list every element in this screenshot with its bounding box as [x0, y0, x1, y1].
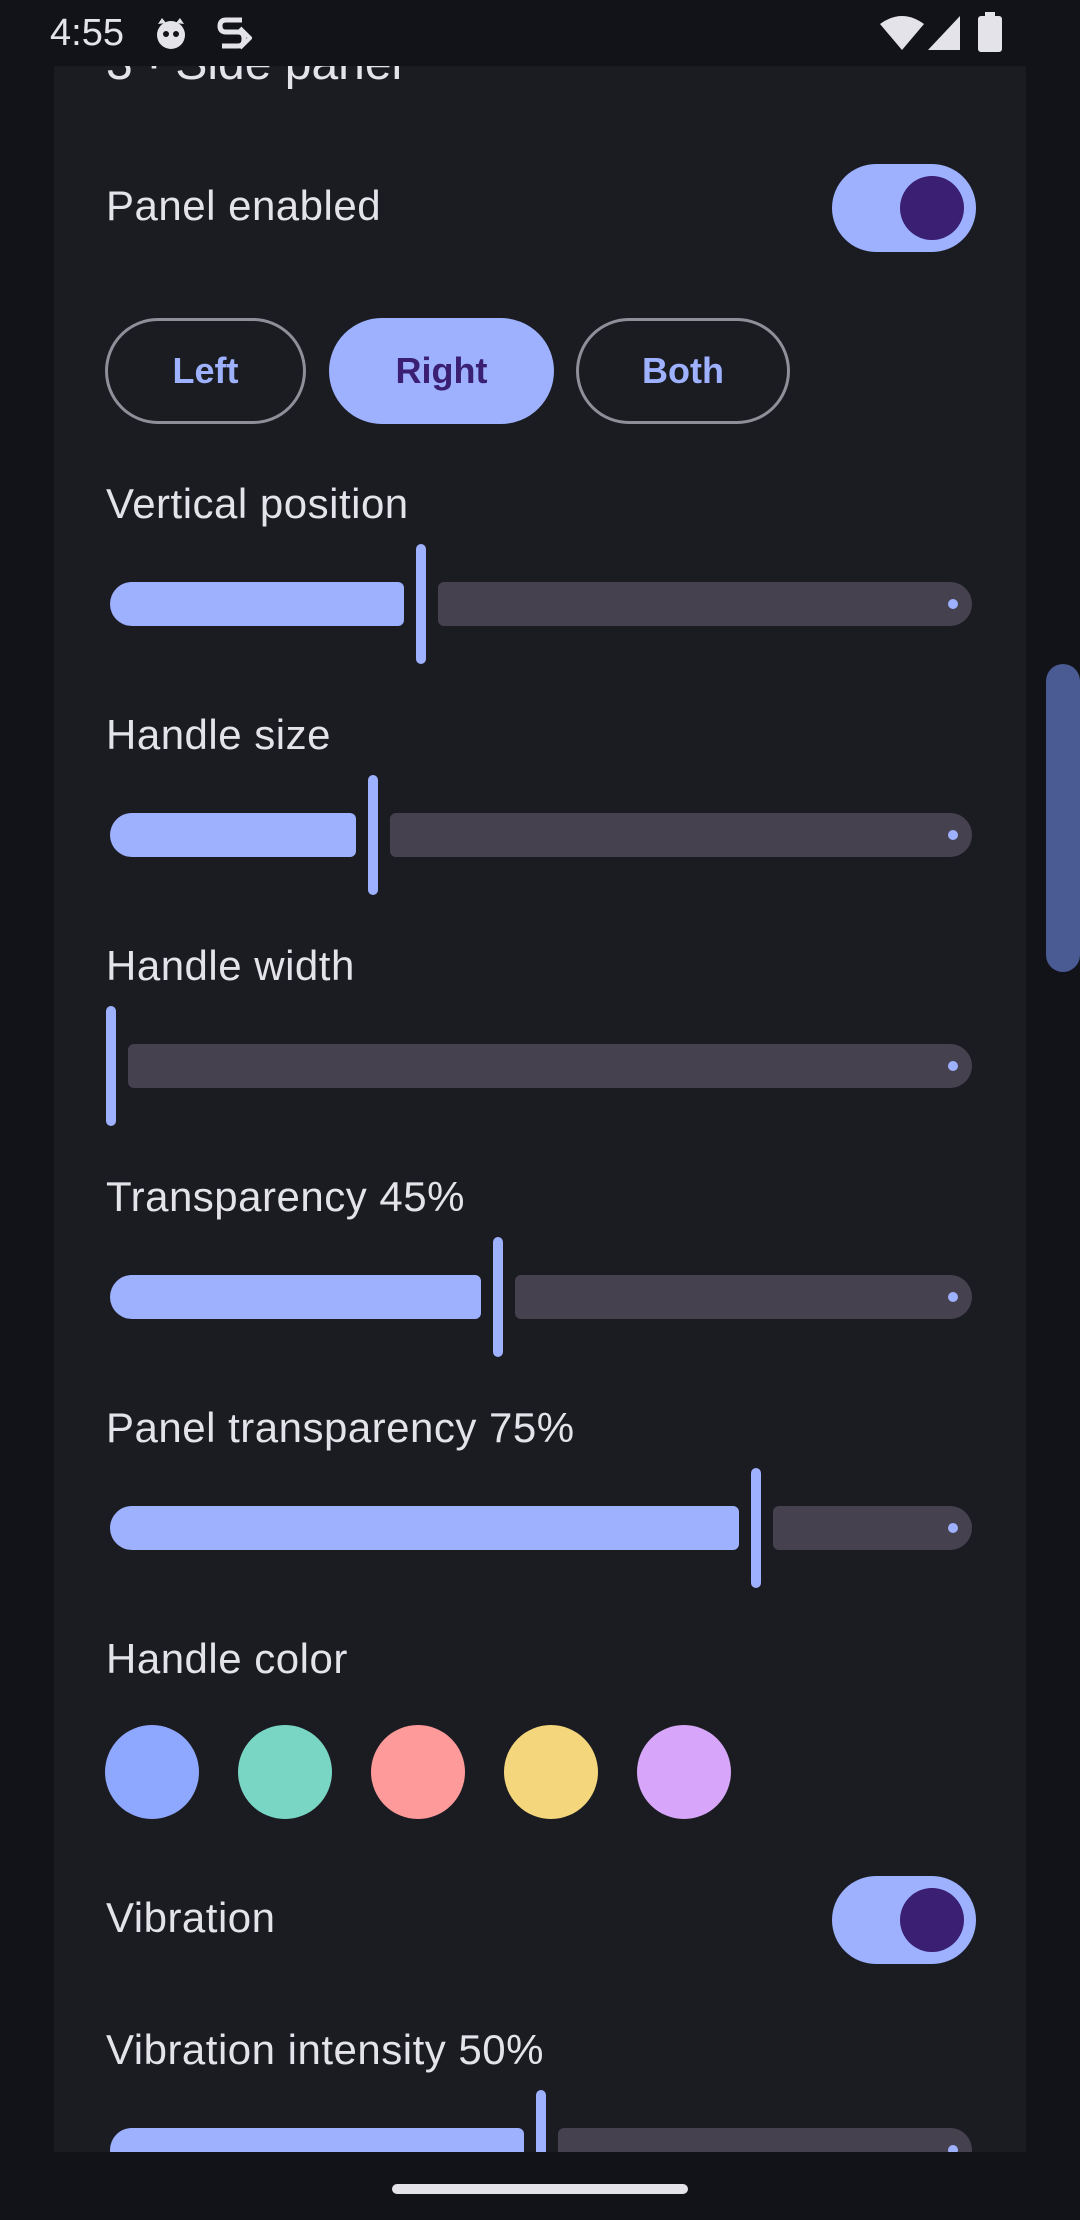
status-time: 4:55	[50, 12, 124, 54]
vertical-position-label: Vertical position	[106, 480, 409, 527]
color-swatch-pink[interactable]	[371, 1725, 465, 1819]
chip-both-label: Both	[642, 350, 724, 391]
slider-stop-indicator	[948, 599, 958, 609]
switch-thumb	[900, 1888, 964, 1952]
section-title: 3 · Side panel	[106, 66, 402, 91]
slider-handle[interactable]	[368, 775, 378, 895]
slider-stop-indicator	[948, 830, 958, 840]
slider-active-track	[110, 582, 404, 626]
slider-handle[interactable]	[416, 544, 426, 664]
wifi-icon	[880, 16, 924, 50]
vibration-label: Vibration	[106, 1894, 276, 1941]
slider-handle[interactable]	[751, 1468, 761, 1588]
slider-handle[interactable]	[106, 1006, 116, 1126]
slider-active-track	[110, 2128, 524, 2152]
scrollbar-thumb[interactable]	[1046, 664, 1080, 972]
panel-enabled-label: Panel enabled	[106, 182, 382, 229]
slider-inactive-track	[390, 813, 972, 857]
slider-active-track	[110, 1506, 739, 1550]
vertical-position-slider[interactable]	[106, 544, 976, 664]
slider-inactive-track	[515, 1275, 972, 1319]
slider-handle[interactable]	[536, 2090, 546, 2152]
slider-active-track	[110, 1275, 481, 1319]
slider-inactive-track	[438, 582, 972, 626]
handle-size-slider[interactable]	[106, 775, 976, 895]
handle-width-slider[interactable]	[106, 1006, 976, 1126]
slider-stop-indicator	[948, 1523, 958, 1533]
handle-color-label: Handle color	[106, 1635, 348, 1682]
vibration-intensity-label: Vibration intensity 50%	[106, 2026, 544, 2073]
chip-left-label: Left	[172, 350, 239, 391]
cat-notification-icon	[157, 18, 185, 49]
settings-card: 3 · Side panel Panel enabled Left Right …	[54, 66, 1026, 2152]
chip-left[interactable]: Left	[105, 318, 306, 424]
color-swatch-yellow[interactable]	[504, 1725, 598, 1819]
chip-both[interactable]: Both	[576, 318, 790, 424]
slider-active-track	[110, 813, 356, 857]
panel-transparency-label: Panel transparency 75%	[106, 1404, 575, 1451]
battery-icon	[978, 12, 1002, 52]
slider-stop-indicator	[948, 2145, 958, 2152]
cell-signal-icon	[928, 16, 960, 50]
color-swatch-purple[interactable]	[637, 1725, 731, 1819]
status-bar: 4:55	[0, 0, 1080, 66]
panel-transparency-slider[interactable]	[106, 1468, 976, 1588]
gesture-nav-bar[interactable]	[392, 2184, 688, 2194]
slider-inactive-track	[773, 1506, 972, 1550]
chip-right-label: Right	[395, 350, 488, 391]
slider-inactive-track	[558, 2128, 972, 2152]
slider-stop-indicator	[948, 1061, 958, 1071]
switch-thumb	[900, 176, 964, 240]
vibration-switch[interactable]	[832, 1876, 976, 1964]
color-swatch-blue[interactable]	[105, 1725, 199, 1819]
handle-size-label: Handle size	[106, 711, 331, 758]
handle-width-label: Handle width	[106, 942, 355, 989]
app-notification-icon	[217, 17, 252, 50]
transparency-label: Transparency 45%	[106, 1173, 465, 1220]
slider-stop-indicator	[948, 1292, 958, 1302]
transparency-slider[interactable]	[106, 1237, 976, 1357]
chip-right[interactable]: Right	[329, 318, 554, 424]
panel-enabled-switch[interactable]	[832, 164, 976, 252]
vibration-intensity-slider[interactable]	[106, 2090, 976, 2152]
color-swatch-teal[interactable]	[238, 1725, 332, 1819]
slider-inactive-track	[128, 1044, 972, 1088]
slider-handle[interactable]	[493, 1237, 503, 1357]
